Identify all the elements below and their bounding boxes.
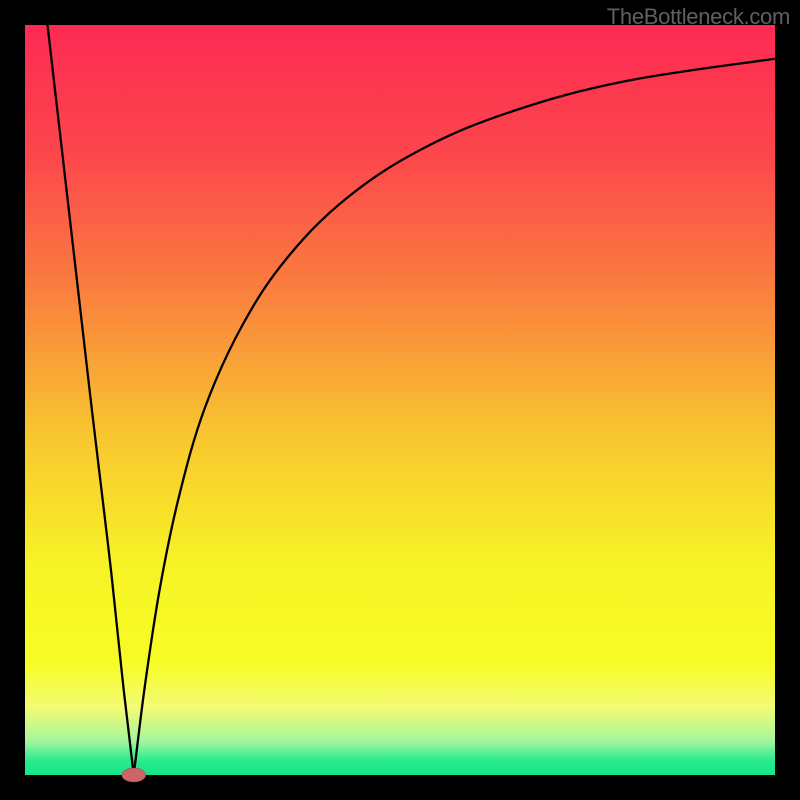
watermark-text: TheBottleneck.com xyxy=(607,4,790,30)
bottleneck-chart: TheBottleneck.com xyxy=(0,0,800,800)
chart-svg xyxy=(0,0,800,800)
minimum-marker xyxy=(122,768,146,782)
plot-area xyxy=(25,25,775,775)
